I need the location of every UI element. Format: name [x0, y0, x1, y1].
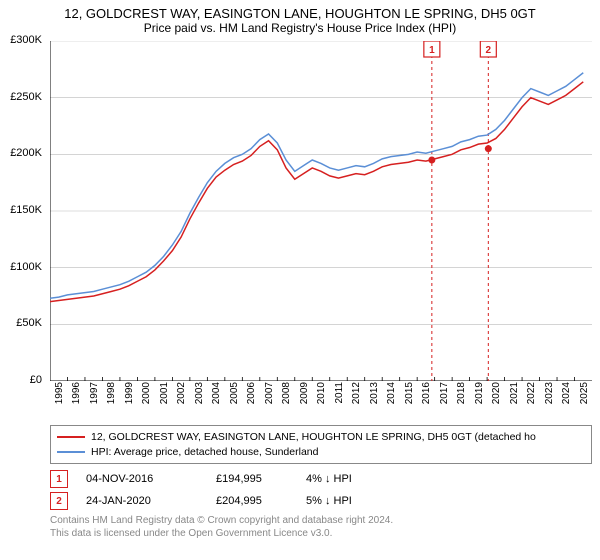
x-tick-label: 2025: [579, 382, 590, 404]
x-tick-label: 1995: [54, 382, 65, 404]
footnote-line2: This data is licensed under the Open Gov…: [50, 527, 592, 540]
x-tick-label: 2006: [246, 382, 257, 404]
chart-area: 12: [50, 41, 592, 381]
sale-row: 2 24-JAN-2020£204,9955% ↓ HPI: [50, 492, 592, 510]
legend: 12, GOLDCREST WAY, EASINGTON LANE, HOUGH…: [50, 425, 592, 464]
x-tick-label: 2002: [176, 382, 187, 404]
x-tick-label: 2008: [281, 382, 292, 404]
sale-date: 04-NOV-2016: [86, 473, 216, 485]
y-tick-label: £300K: [10, 34, 42, 46]
svg-text:1: 1: [429, 45, 435, 56]
x-tick-label: 2020: [491, 382, 502, 404]
sale-diff: 4% ↓ HPI: [306, 473, 396, 485]
x-tick-label: 2024: [561, 382, 572, 404]
chart-subtitle: Price paid vs. HM Land Registry's House …: [0, 21, 600, 39]
x-tick-label: 1998: [106, 382, 117, 404]
x-tick-label: 2004: [211, 382, 222, 404]
legend-label: 12, GOLDCREST WAY, EASINGTON LANE, HOUGH…: [91, 430, 536, 445]
x-tick-label: 2021: [509, 382, 520, 404]
x-tick-label: 2015: [404, 382, 415, 404]
sale-price: £194,995: [216, 473, 306, 485]
x-tick-label: 2023: [544, 382, 555, 404]
x-tick-label: 1997: [89, 382, 100, 404]
x-tick-label: 2003: [194, 382, 205, 404]
sale-marker: 2: [50, 492, 68, 510]
legend-item: 12, GOLDCREST WAY, EASINGTON LANE, HOUGH…: [57, 430, 585, 445]
x-tick-label: 2007: [264, 382, 275, 404]
legend-swatch: [57, 451, 85, 453]
sale-marker: 1: [50, 470, 68, 488]
x-tick-label: 2017: [439, 382, 450, 404]
x-tick-label: 2009: [299, 382, 310, 404]
x-tick-label: 1999: [124, 382, 135, 404]
x-tick-label: 2014: [386, 382, 397, 404]
x-tick-label: 2022: [526, 382, 537, 404]
x-tick-label: 2000: [141, 382, 152, 404]
y-tick-label: £50K: [16, 317, 42, 329]
sales-table: 1 04-NOV-2016£194,9954% ↓ HPI 2 24-JAN-2020…: [50, 470, 592, 510]
y-tick-label: £0: [30, 374, 42, 386]
x-tick-label: 2013: [369, 382, 380, 404]
legend-swatch: [57, 436, 85, 438]
x-tick-label: 2010: [316, 382, 327, 404]
x-tick-label: 2012: [351, 382, 362, 404]
legend-label: HPI: Average price, detached house, Sund…: [91, 445, 318, 460]
x-tick-label: 2011: [334, 382, 345, 404]
footnote-line1: Contains HM Land Registry data © Crown c…: [50, 514, 592, 527]
x-tick-label: 2019: [474, 382, 485, 404]
x-tick-label: 2018: [456, 382, 467, 404]
sale-diff: 5% ↓ HPI: [306, 495, 396, 507]
x-tick-label: 2016: [421, 382, 432, 404]
y-tick-label: £150K: [10, 204, 42, 216]
sale-price: £204,995: [216, 495, 306, 507]
footnote: Contains HM Land Registry data © Crown c…: [50, 514, 592, 540]
y-tick-label: £250K: [10, 91, 42, 103]
legend-item: HPI: Average price, detached house, Sund…: [57, 445, 585, 460]
x-axis: 1995 1996 1997 1998 1999 2000 2001 2002 2003 2004…: [50, 382, 592, 422]
x-tick-label: 2001: [159, 382, 170, 404]
y-axis: £0£50K£100K£150K£200K£250K£300K: [0, 40, 46, 380]
x-tick-label: 2005: [229, 382, 240, 404]
y-tick-label: £100K: [10, 261, 42, 273]
chart-title: 12, GOLDCREST WAY, EASINGTON LANE, HOUGH…: [0, 0, 600, 21]
svg-text:2: 2: [486, 45, 492, 56]
x-tick-label: 1996: [71, 382, 82, 404]
sale-date: 24-JAN-2020: [86, 495, 216, 507]
line-chart-svg: 12: [50, 41, 592, 381]
sale-row: 1 04-NOV-2016£194,9954% ↓ HPI: [50, 470, 592, 488]
y-tick-label: £200K: [10, 147, 42, 159]
